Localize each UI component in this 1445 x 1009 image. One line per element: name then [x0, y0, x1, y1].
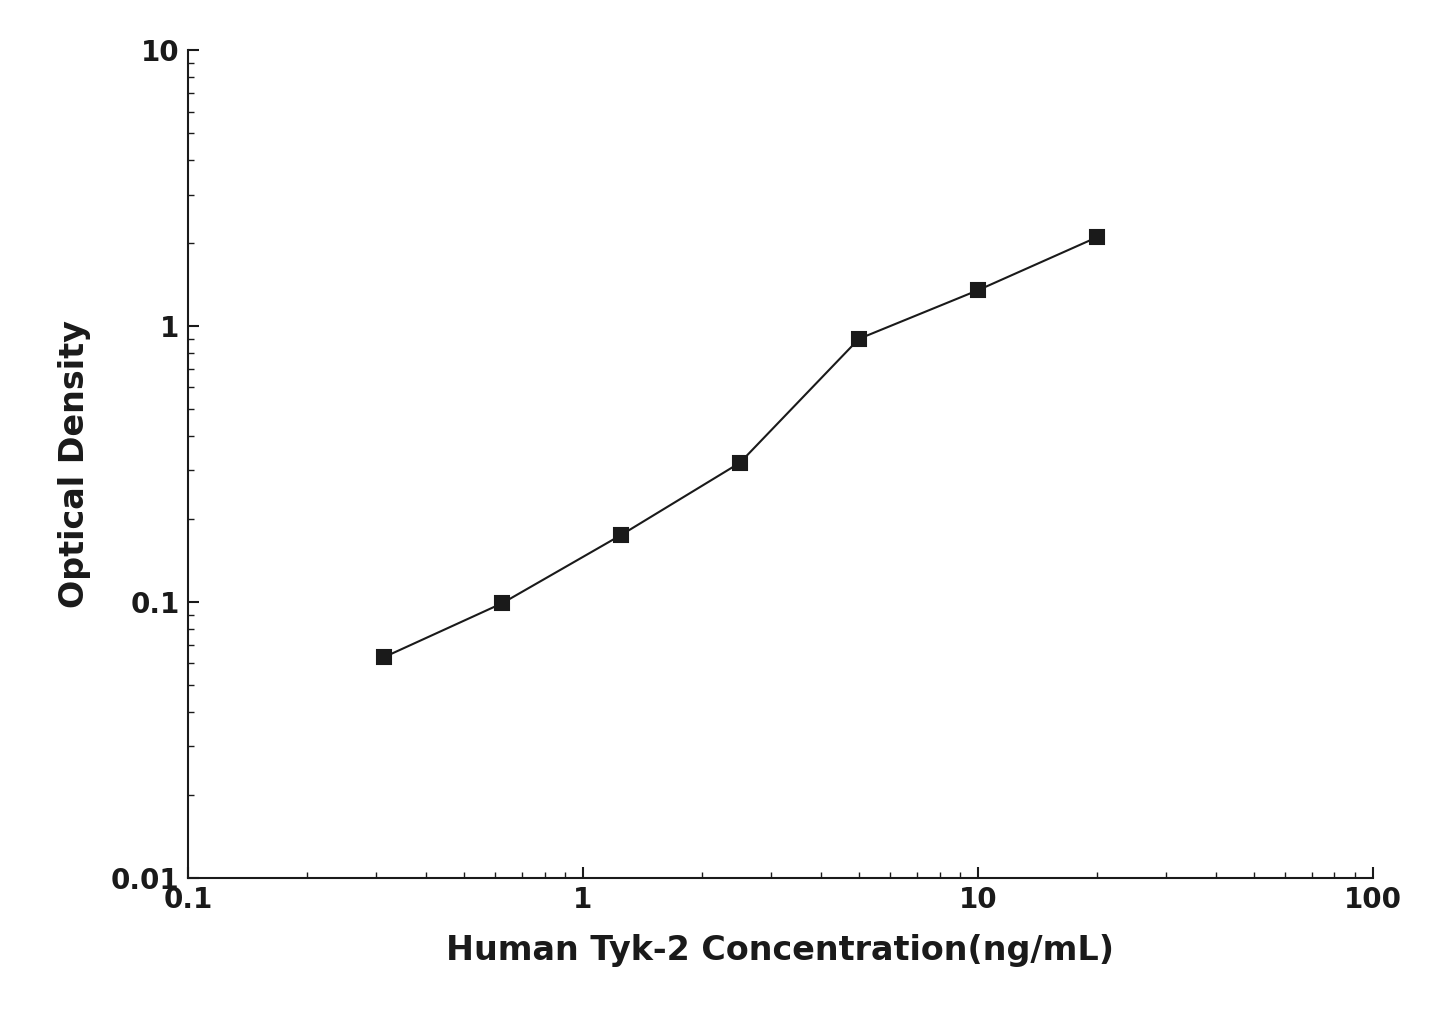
- Y-axis label: Optical Density: Optical Density: [58, 320, 91, 608]
- X-axis label: Human Tyk-2 Concentration(ng/mL): Human Tyk-2 Concentration(ng/mL): [447, 933, 1114, 967]
